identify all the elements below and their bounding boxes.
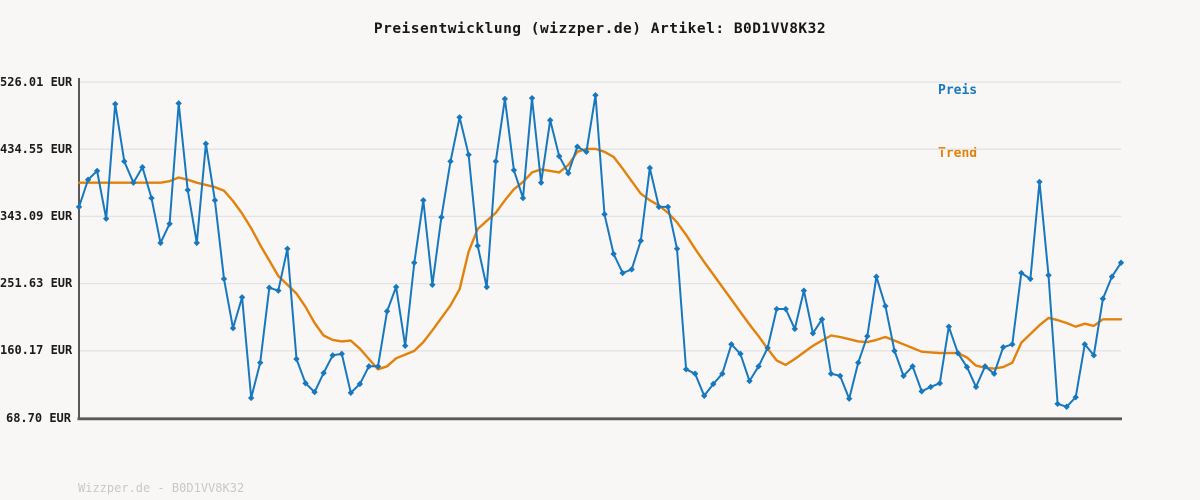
y-axis-tick-label: 343.09 EUR: [0, 208, 73, 223]
y-axis-tick-label: 251.63 EUR: [0, 276, 73, 291]
preis-series-markers: [75, 92, 1125, 410]
legend-item-preis: Preis: [938, 83, 978, 98]
chart-title: Preisentwicklung (wizzper.de) Artikel: B…: [373, 21, 827, 37]
y-axis-tick-label: 160.17 EUR: [0, 343, 73, 358]
y-axis-tick-label: 434.55 EUR: [0, 141, 73, 156]
trend-series-line: [77, 147, 1123, 371]
watermark: Wizzper.de - B0D1VV8K32: [78, 481, 245, 495]
preis-series-line: [78, 94, 1122, 408]
y-axis-tick-label: 526.01 EUR: [0, 74, 73, 89]
y-axis-tick-label: 68.70 EUR: [5, 410, 71, 425]
